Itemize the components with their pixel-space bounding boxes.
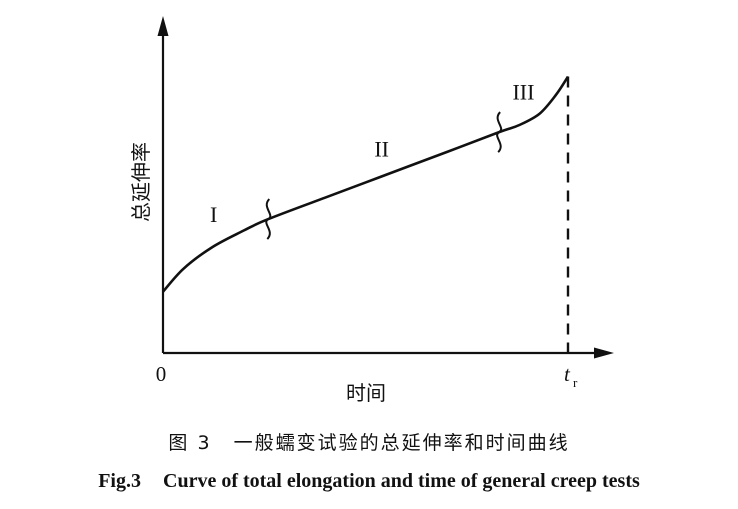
stage-boundary-mark-2 (496, 111, 503, 153)
stage-label-3: III (512, 79, 534, 104)
stage-label-1: I (210, 202, 217, 227)
stage-label-2: II (374, 136, 389, 161)
axes (157, 16, 614, 359)
creep-curve-line (162, 75, 570, 293)
rupture-time-subscript: r (573, 375, 578, 390)
caption-cn-text: 一般蠕变试验的总延伸率和时间曲线 (233, 432, 570, 454)
y-axis-arrow (157, 16, 169, 36)
curve-layer (162, 75, 570, 353)
x-axis-arrow (594, 347, 614, 359)
caption-en-label: Fig.3 (98, 470, 141, 492)
caption-en-text: Curve of total elongation and time of ge… (163, 470, 640, 492)
y-axis-label: 总延伸率 (129, 142, 153, 222)
x-axis-label: 时间 (346, 381, 386, 405)
figure-caption-english: Fig.3 Curve of total elongation and time … (0, 470, 738, 493)
caption-cn-label: 图 3 (168, 432, 212, 454)
origin-label: 0 (156, 362, 167, 386)
rupture-time-label: t (564, 362, 571, 386)
stage-boundary-mark-1 (265, 198, 272, 240)
figure-caption-chinese: 图 3 一般蠕变试验的总延伸率和时间曲线 (0, 428, 738, 455)
